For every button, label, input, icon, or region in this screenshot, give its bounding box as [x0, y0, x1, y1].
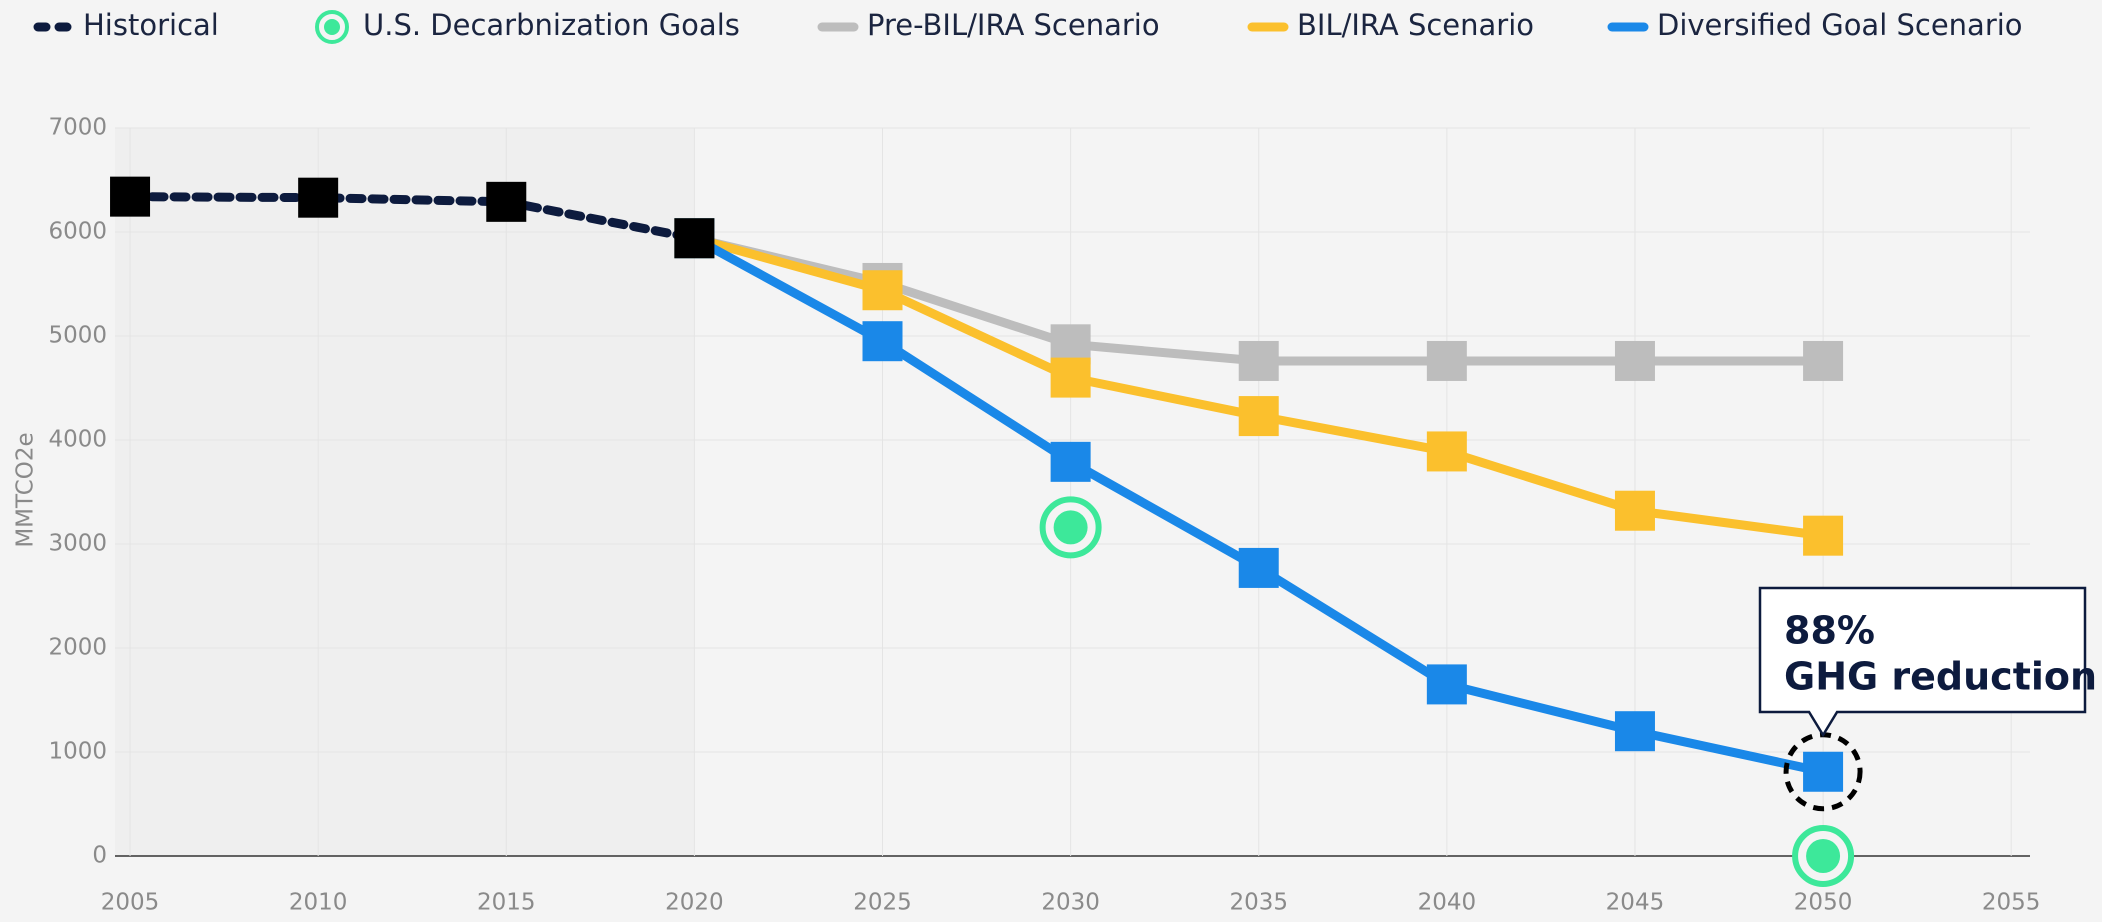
point-marker: [1238, 396, 1279, 437]
historical-shade: [115, 128, 695, 856]
legend-label: Pre-BIL/IRA Scenario: [867, 8, 1160, 42]
x-tick-label: 2045: [1606, 890, 1665, 916]
x-tick-label: 2030: [1041, 890, 1100, 916]
point-marker: [1426, 664, 1467, 705]
legend-item: BIL/IRA Scenario: [1247, 8, 1534, 42]
x-tick-label: 2050: [1794, 890, 1853, 916]
x-tick-label: 2040: [1418, 890, 1477, 916]
point-marker: [1614, 490, 1655, 531]
y-tick-label: 2000: [48, 635, 107, 661]
legend-item: U.S. Decarbnization Goals: [315, 8, 740, 44]
point-marker: [110, 176, 151, 217]
x-tick-label: 2015: [477, 890, 536, 916]
point-marker: [862, 270, 903, 311]
point-marker: [674, 218, 715, 259]
goal-marker: [1039, 496, 1102, 559]
point-marker: [1426, 340, 1467, 381]
point-marker: [298, 177, 339, 218]
legend-item: Pre-BIL/IRA Scenario: [817, 8, 1160, 42]
y-tick-label: 5000: [48, 323, 107, 349]
y-tick-label: 1000: [48, 739, 107, 765]
x-tick-label: 2005: [101, 890, 160, 916]
y-tick-label: 3000: [48, 531, 107, 557]
legend-label: Historical: [83, 8, 219, 42]
point-marker: [1238, 340, 1279, 381]
x-tick-label: 2025: [853, 890, 912, 916]
x-tick-label: 2055: [1982, 890, 2041, 916]
legend-icon: [315, 10, 349, 44]
y-tick-label: 0: [92, 843, 107, 869]
annotation-text: GHG reduction: [1784, 655, 2097, 699]
x-tick-label: 2010: [289, 890, 348, 916]
annotation-box: [1758, 586, 2087, 738]
point-marker: [1614, 340, 1655, 381]
point-marker: [1050, 357, 1091, 398]
goal-dot: [1806, 839, 1841, 873]
point-marker: [1238, 547, 1279, 588]
legend-item: Diversified Goal Scenario: [1607, 8, 2023, 42]
y-tick-label: 6000: [48, 219, 107, 245]
goal-marker: [1792, 825, 1855, 887]
legend-label: U.S. Decarbnization Goals: [363, 8, 740, 42]
point-marker: [486, 181, 527, 222]
point-marker: [1614, 711, 1655, 752]
annotation-text: 88%: [1784, 609, 1875, 653]
legend-label: BIL/IRA Scenario: [1297, 8, 1534, 42]
legend-icon: [324, 19, 340, 35]
x-tick-label: 2020: [665, 890, 724, 916]
point-marker: [1426, 431, 1467, 472]
legend-item: Historical: [33, 8, 219, 42]
point-marker: [1050, 441, 1091, 482]
y-tick-label: 4000: [48, 427, 107, 453]
legend-label: Diversified Goal Scenario: [1657, 8, 2023, 42]
point-marker: [1803, 515, 1844, 556]
point-marker: [1803, 340, 1844, 381]
point-marker: [862, 321, 903, 362]
goal-dot: [1053, 510, 1088, 545]
y-axis-label: MMTCO2e: [13, 432, 39, 547]
y-tick-label: 7000: [48, 115, 107, 141]
x-tick-label: 2035: [1229, 890, 1288, 916]
series-line: [125, 192, 699, 243]
point-marker: [1803, 751, 1844, 792]
